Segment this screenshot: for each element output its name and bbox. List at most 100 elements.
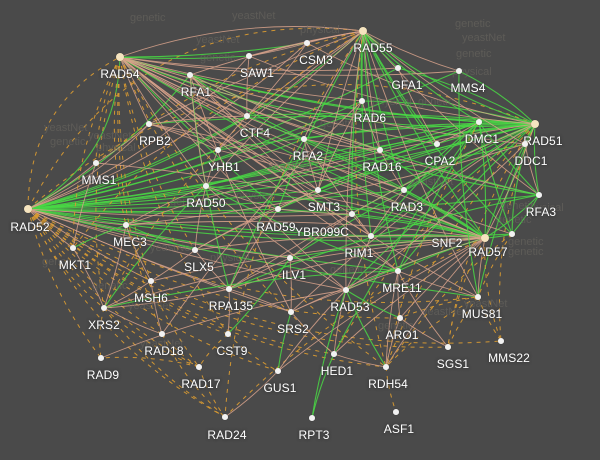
graph-node-rad51[interactable]	[530, 119, 540, 129]
graph-edge-physical	[345, 289, 401, 319]
graph-edge-yeastnet	[103, 307, 163, 335]
graph-edge-yeastnet	[189, 74, 207, 187]
graph-edge-yeastnet	[370, 189, 405, 237]
graph-node-smt3[interactable]	[315, 187, 321, 193]
graph-node-cpa2[interactable]	[434, 141, 440, 147]
graph-edge-genetic	[119, 56, 196, 251]
graph-node-rad18[interactable]	[159, 331, 165, 337]
graph-node-msh6[interactable]	[148, 278, 154, 284]
graph-node-rad3[interactable]	[401, 187, 407, 193]
node-label-mms4: MMS4	[450, 81, 486, 95]
graph-edge-yeastnet	[246, 42, 308, 117]
graph-edge-yeastnet	[227, 288, 230, 335]
graph-node-ddc1[interactable]	[522, 141, 528, 147]
graph-edge-yeastnet	[306, 30, 364, 44]
graph-edge-physical	[478, 121, 540, 196]
graph-node-rpt3[interactable]	[309, 415, 315, 421]
graph-node-rad57[interactable]	[509, 231, 515, 237]
graph-node-ilv1[interactable]	[287, 255, 293, 261]
graph-edge-physical	[533, 123, 540, 196]
graph-node-rad17[interactable]	[196, 364, 202, 370]
graph-node-sgs1[interactable]	[445, 344, 451, 350]
graph-node-srs2[interactable]	[288, 309, 294, 315]
graph-edge-physical	[103, 185, 207, 309]
graph-node-mus81[interactable]	[475, 294, 481, 300]
graph-node-saw1[interactable]	[246, 53, 252, 59]
graph-edge-yeastnet	[119, 56, 479, 298]
graph-node-csm3[interactable]	[304, 40, 310, 46]
graph-node-ybr099c[interactable]	[349, 211, 355, 217]
graph-node-rfa1[interactable]	[187, 72, 193, 78]
graph-node-aro1[interactable]	[397, 315, 403, 321]
graph-node-rpb2[interactable]	[146, 121, 152, 127]
graph-node-rad59[interactable]	[275, 206, 281, 212]
graph-node-rad16[interactable]	[377, 147, 383, 153]
graph-edge-yeastnet	[205, 149, 219, 187]
graph-node-rad9[interactable]	[98, 355, 104, 361]
graph-node-gfa1[interactable]	[395, 65, 401, 71]
graph-node-mec3[interactable]	[123, 222, 129, 228]
graph-node-xrs2[interactable]	[101, 305, 107, 311]
graph-node-mms4[interactable]	[456, 68, 462, 74]
node-label-gus1: GUS1	[263, 381, 297, 395]
graph-node-gus1[interactable]	[275, 368, 281, 374]
node-label-mms22: MMS22	[488, 351, 530, 365]
graph-node-snf2[interactable]	[481, 234, 489, 242]
graph-edge-physical	[362, 30, 405, 191]
graph-edge-yeastnet	[194, 185, 207, 251]
node-label-mus81: MUS81	[461, 307, 503, 321]
graph-edge-genetic	[447, 123, 536, 348]
graph-edge-yeastnet	[248, 42, 308, 57]
graph-node-mms22[interactable]	[498, 338, 504, 344]
graph-edge-yeastnet	[228, 237, 486, 290]
graph-edge-yeastnet	[119, 56, 460, 76]
graph-node-dmc1[interactable]	[476, 119, 482, 125]
graph-edge-yeastnet	[436, 121, 480, 145]
graph-node-rad54[interactable]	[116, 53, 124, 61]
graph-node-rad52[interactable]	[23, 204, 33, 214]
graph-node-mms1[interactable]	[93, 160, 99, 166]
node-label-gfa1: GFA1	[391, 78, 423, 92]
graph-edge-genetic	[198, 366, 226, 418]
graph-node-rad55[interactable]	[359, 27, 367, 35]
node-label-rad17: RAD17	[181, 377, 221, 391]
graph-node-slx5[interactable]	[192, 247, 198, 253]
graph-node-rim1[interactable]	[368, 233, 374, 239]
graph-edge-physical	[303, 138, 540, 196]
graph-node-rad53[interactable]	[343, 287, 349, 293]
graph-edge-physical	[317, 189, 486, 239]
graph-node-rpa135[interactable]	[226, 286, 232, 292]
graph-edge-yeastnet	[484, 123, 536, 239]
graph-node-rad6[interactable]	[359, 98, 365, 104]
graph-node-mre11[interactable]	[395, 268, 401, 274]
node-label-xrs2: XRS2	[88, 318, 120, 332]
graph-node-rdh54[interactable]	[383, 364, 389, 370]
graph-edge-yeastnet	[194, 235, 486, 251]
graph-node-rfa3[interactable]	[536, 192, 542, 198]
graph-node-hed1[interactable]	[331, 351, 337, 357]
node-label-rad9: RAD9	[86, 368, 120, 382]
graph-edge-physical	[311, 289, 347, 419]
graph-edge-physical	[27, 143, 438, 210]
graph-node-cst9[interactable]	[225, 331, 231, 337]
graph-edge-yeastnet	[303, 138, 372, 237]
graph-edge-yeastnet	[189, 74, 292, 313]
node-label-rad3: RAD3	[390, 200, 424, 214]
graph-node-yhb1[interactable]	[215, 147, 221, 153]
graph-node-rad24[interactable]	[222, 414, 228, 420]
graph-edge-yeastnet	[362, 30, 479, 298]
graph-node-rfa2[interactable]	[301, 136, 307, 142]
graph-edge-yeastnet	[290, 311, 335, 355]
graph-node-asf1[interactable]	[393, 409, 399, 415]
graph-edge-yeastnet	[27, 162, 97, 210]
graph-edge-physical	[362, 30, 399, 272]
graph-node-rad50[interactable]	[203, 183, 209, 189]
graph-edge-physical	[362, 30, 480, 123]
node-label-rfa2: RFA2	[292, 149, 324, 163]
graph-edge-genetic	[227, 333, 279, 372]
node-label-asf1: ASF1	[383, 422, 415, 436]
graph-node-ctf4[interactable]	[244, 113, 250, 119]
node-label-sgs1: SGS1	[436, 357, 470, 371]
graph-node-mkt1[interactable]	[70, 245, 76, 251]
